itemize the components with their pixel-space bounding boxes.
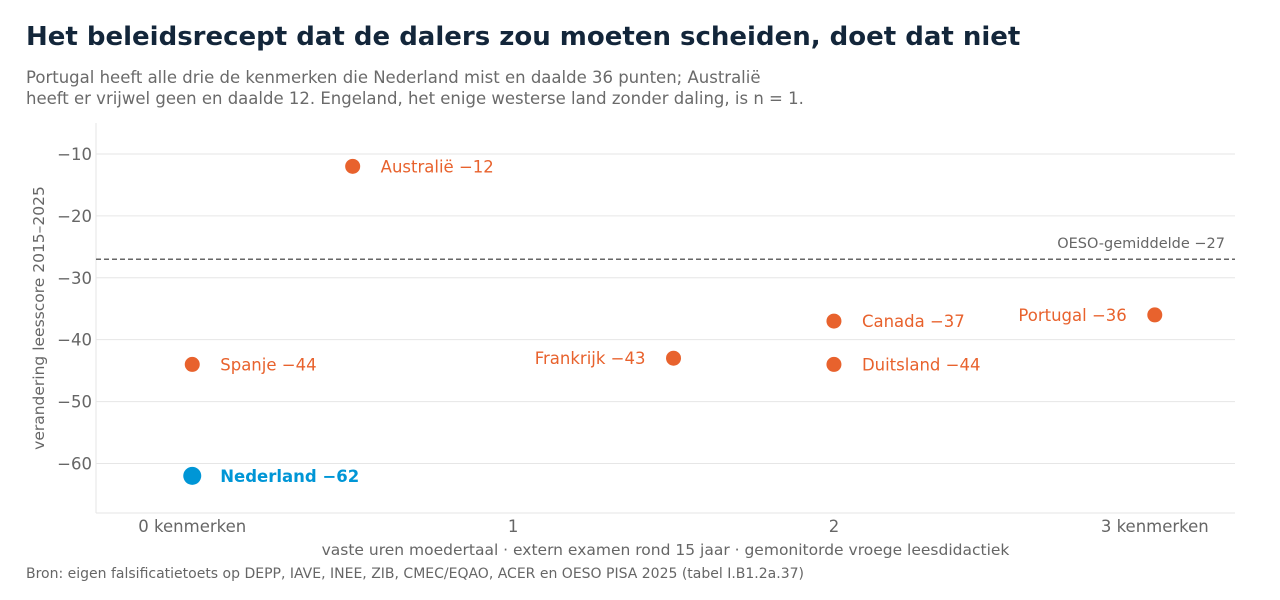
source-note: Bron: eigen falsificatietoets op DEPP, I… [26, 566, 804, 582]
x-tick-label: 2 [829, 517, 840, 536]
x-tick-label: 0 kenmerken [138, 517, 246, 536]
point-label-australi: Australië −12 [381, 157, 494, 176]
x-tick-label: 1 [508, 517, 519, 536]
x-axis-label: vaste uren moedertaal · extern examen ro… [322, 541, 1010, 559]
point-label-frankrijk: Frankrijk −43 [535, 349, 646, 368]
chart-title: Het beleidsrecept dat de dalers zou moet… [26, 22, 1021, 52]
point-nederland [183, 466, 202, 485]
chart-subtitle: Portugal heeft alle drie de kenmerken di… [26, 67, 804, 109]
point-label-portugal: Portugal −36 [1018, 306, 1126, 325]
point-canada [826, 313, 842, 329]
point-label-spanje: Spanje −44 [220, 355, 316, 374]
point-portugal [1147, 307, 1163, 323]
y-tick-label: −20 [57, 207, 92, 226]
point-duitsland [826, 356, 842, 372]
y-axis-label: verandering leesscore 2015–2025 [30, 186, 48, 450]
point-label-duitsland: Duitsland −44 [862, 355, 981, 374]
point-label-canada: Canada −37 [862, 312, 965, 331]
point-australi [345, 158, 361, 174]
point-label-nederland: Nederland −62 [220, 467, 359, 486]
y-tick-label: −10 [57, 145, 92, 164]
y-tick-label: −60 [57, 454, 92, 473]
y-tick-label: −40 [57, 331, 92, 350]
point-spanje [184, 356, 200, 372]
x-tick-label: 3 kenmerken [1101, 517, 1209, 536]
subtitle-line: heeft er vrijwel geen en daalde 12. Enge… [26, 89, 804, 108]
point-frankrijk [666, 350, 682, 366]
subtitle-line: Portugal heeft alle drie de kenmerken di… [26, 68, 761, 87]
y-tick-label: −50 [57, 393, 92, 412]
y-tick-label: −30 [57, 269, 92, 288]
oecd-average-label: OESO-gemiddelde −27 [1057, 236, 1225, 252]
